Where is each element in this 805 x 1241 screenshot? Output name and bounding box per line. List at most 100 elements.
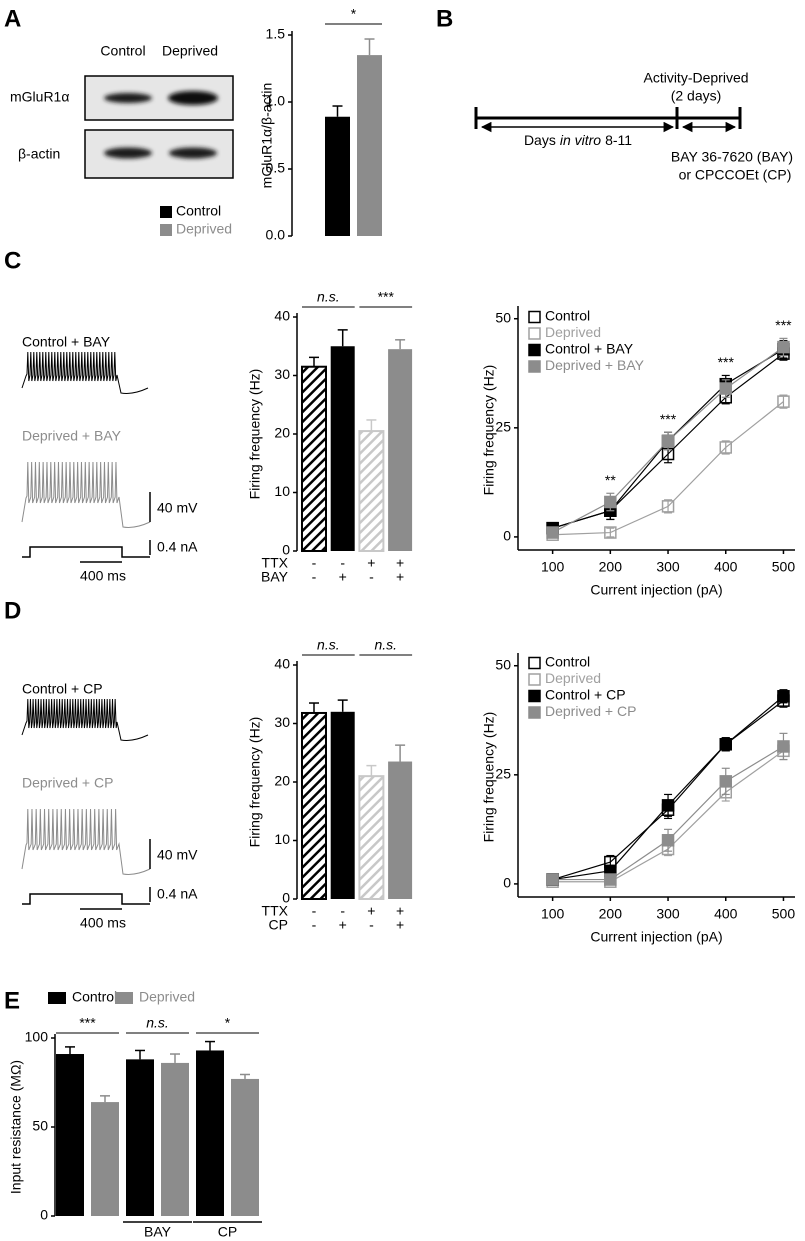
- y-tick-label: 25: [495, 419, 511, 435]
- y-tick-label: 100: [25, 1029, 49, 1045]
- scale-label: 0.4 nA: [157, 539, 198, 555]
- row-value: -: [369, 917, 374, 933]
- timeline-label: Activity-Deprived: [643, 70, 748, 86]
- row-value: +: [339, 917, 347, 933]
- y-tick-label: 0.5: [266, 160, 286, 176]
- trace-label: Control + CP: [22, 681, 103, 697]
- y-tick-label: 0: [503, 528, 511, 544]
- row-value: -: [312, 555, 317, 571]
- y-tick-label: 50: [32, 1118, 48, 1134]
- scale-label: 40 mV: [157, 847, 198, 863]
- point: [777, 690, 790, 703]
- legend-marker: [528, 706, 541, 719]
- point: [661, 500, 675, 513]
- bar: [301, 711, 327, 900]
- y-tick-label: 0: [503, 875, 511, 891]
- significance-label: *: [225, 1015, 231, 1031]
- y-tick-label: 30: [274, 366, 290, 382]
- point: [661, 834, 675, 847]
- row-value: -: [312, 569, 317, 585]
- bar: [358, 775, 385, 901]
- row-label: TTX: [262, 903, 289, 919]
- panel-letter: C: [4, 247, 21, 274]
- y-tick-label: 40: [274, 656, 290, 672]
- row-value: +: [367, 903, 375, 919]
- legend-label: Control: [72, 989, 117, 1005]
- point: [546, 526, 559, 539]
- lane-label: Control: [100, 43, 145, 59]
- x-tick-label: 500: [772, 559, 796, 575]
- point: [719, 738, 732, 751]
- bar: [358, 430, 385, 553]
- point: [719, 775, 732, 788]
- scale-label: 0.4 nA: [157, 886, 198, 902]
- row-value: +: [396, 569, 404, 585]
- x-tick-label: 500: [772, 906, 796, 922]
- row-value: +: [339, 569, 347, 585]
- point: [546, 873, 559, 886]
- row-value: -: [312, 917, 317, 933]
- scale-label: 40 mV: [157, 500, 198, 516]
- y-tick-label: 0: [282, 890, 290, 906]
- row-label: CP: [269, 917, 288, 933]
- point: [661, 434, 675, 448]
- significance-label: ***: [378, 289, 395, 305]
- bar: [330, 346, 355, 551]
- panel-letter: D: [4, 597, 21, 624]
- y-tick-label: 0: [282, 542, 290, 558]
- y-tick-label: 1.0: [266, 93, 286, 109]
- significance-label: n.s.: [317, 637, 340, 653]
- drug-label: BAY 36-7620 (BAY): [671, 149, 793, 165]
- significance-label: ***: [775, 317, 792, 333]
- bar: [357, 55, 382, 236]
- x-axis-label: Current injection (pA): [590, 582, 722, 598]
- y-axis-label: Firing frequency (Hz): [481, 365, 497, 496]
- legend-label: Control: [176, 203, 221, 219]
- y-tick-label: 10: [274, 831, 290, 847]
- timeline-label: (2 days): [671, 88, 722, 104]
- point: [719, 382, 732, 395]
- point: [604, 526, 617, 539]
- blot-band: [104, 93, 152, 103]
- voltage-trace: [21, 351, 149, 394]
- row-label: β-actin: [18, 146, 60, 162]
- legend-label: Deprived: [176, 221, 232, 237]
- significance-label: **: [605, 472, 616, 488]
- point: [777, 740, 790, 753]
- significance-label: ***: [79, 1015, 96, 1031]
- legend-marker: [160, 224, 172, 236]
- point: [777, 395, 790, 408]
- drug-label: or CPCCOEt (CP): [679, 167, 792, 183]
- y-axis-label: Firing frequency (Hz): [247, 717, 263, 848]
- legend-marker: [528, 656, 541, 670]
- y-tick-label: 20: [274, 425, 290, 441]
- panel-letter: A: [4, 5, 21, 32]
- row-value: -: [340, 903, 345, 919]
- label-part: 8-11: [605, 132, 632, 148]
- y-tick-label: 25: [495, 766, 511, 782]
- trace-label: Control + BAY: [22, 334, 111, 350]
- blot-band: [104, 147, 152, 159]
- bar: [161, 1062, 189, 1216]
- legend-label: Deprived + CP: [545, 703, 636, 719]
- label-part: in vitro: [560, 132, 601, 148]
- significance-label: ***: [718, 354, 735, 370]
- lane-label: Deprived: [162, 43, 218, 59]
- bar: [330, 711, 355, 899]
- y-tick-label: 1.5: [266, 26, 286, 42]
- x-tick-label: 200: [599, 906, 623, 922]
- legend-marker: [528, 327, 541, 340]
- bar: [56, 1054, 84, 1216]
- point: [604, 873, 617, 886]
- timeline-label: Days in vitro 8-11: [524, 132, 632, 148]
- row-value: -: [369, 569, 374, 585]
- significance-label: n.s.: [374, 637, 397, 653]
- bar: [301, 365, 327, 552]
- voltage-trace: [21, 808, 151, 875]
- blot-band: [168, 91, 218, 105]
- y-tick-label: 40: [274, 308, 290, 324]
- y-axis-label: mGluR1α/β-actin: [259, 83, 275, 189]
- label-part: Days: [524, 132, 556, 148]
- current-step: [22, 546, 150, 558]
